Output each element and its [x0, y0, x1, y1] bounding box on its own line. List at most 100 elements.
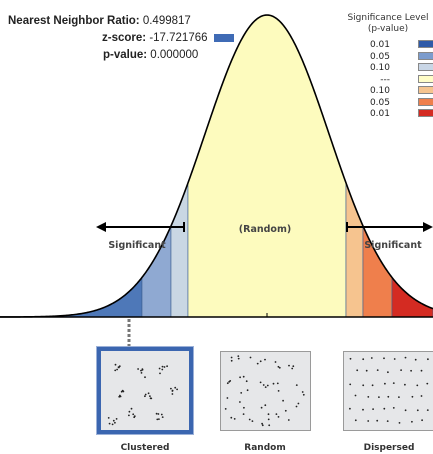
point	[383, 357, 385, 360]
legend-swatch	[418, 97, 433, 106]
point	[277, 416, 280, 418]
point	[354, 419, 357, 422]
legend-row: 0.01	[360, 108, 433, 119]
point	[262, 384, 265, 386]
point	[383, 407, 386, 410]
point	[292, 365, 295, 368]
legend-row-label: 0.01	[369, 40, 390, 50]
point	[163, 366, 166, 368]
legend-row: 0.10	[360, 85, 433, 96]
point	[349, 383, 352, 386]
point	[249, 356, 252, 359]
point	[114, 363, 117, 366]
point	[268, 424, 271, 427]
point	[404, 409, 407, 412]
point	[144, 393, 147, 396]
clustered-points	[107, 363, 178, 426]
legend-row: 0.05	[360, 97, 433, 108]
random-zone-label: (Random)	[238, 224, 292, 235]
legend-row-label: 0.10	[369, 63, 390, 73]
point	[237, 355, 240, 357]
legend-row-label: 0.05	[369, 97, 390, 108]
point	[264, 386, 267, 388]
point	[411, 395, 414, 398]
point	[242, 375, 245, 378]
point	[111, 423, 114, 426]
point	[261, 424, 264, 427]
legend-swatch	[418, 74, 433, 83]
clustered-pattern-thumbnail[interactable]	[97, 347, 193, 434]
z-score-value: -17.721766	[149, 32, 208, 44]
point	[426, 409, 429, 411]
point	[176, 388, 178, 391]
point	[159, 372, 161, 375]
region-blue-dark	[0, 276, 143, 318]
point	[387, 395, 390, 398]
point	[259, 360, 262, 363]
point	[301, 391, 304, 393]
point	[398, 422, 401, 424]
point	[144, 395, 146, 398]
point	[278, 366, 281, 369]
point	[161, 416, 164, 418]
point	[297, 402, 300, 405]
random-caption: Random	[244, 443, 286, 453]
point	[117, 366, 120, 368]
random-pattern-thumbnail[interactable]	[220, 351, 311, 431]
point	[372, 408, 374, 410]
point	[387, 371, 389, 374]
point	[246, 389, 249, 392]
p-value-value: 0.000000	[150, 49, 199, 61]
point	[128, 414, 130, 417]
point	[144, 376, 146, 379]
point	[264, 358, 266, 361]
point	[376, 369, 379, 371]
legend-row-label: ---	[380, 74, 390, 85]
point	[171, 389, 174, 392]
legend-swatch	[418, 86, 433, 94]
point	[155, 412, 158, 415]
point	[386, 420, 389, 422]
point	[277, 365, 280, 368]
point	[416, 384, 419, 387]
point	[261, 422, 263, 425]
random-points	[224, 355, 305, 427]
point	[274, 361, 277, 363]
point	[367, 420, 370, 422]
point	[362, 358, 365, 361]
point	[276, 382, 279, 385]
point	[288, 364, 290, 367]
point	[226, 397, 229, 399]
point	[242, 413, 245, 415]
clustered-caption: Clustered	[120, 443, 170, 453]
point	[156, 418, 159, 421]
curve-regions	[0, 14, 433, 318]
point	[130, 407, 133, 410]
point	[356, 369, 359, 372]
legend-title-line1: Significance Level	[347, 13, 429, 23]
point	[115, 418, 118, 420]
legend-swatch	[418, 109, 433, 117]
legend-row-label: 0.10	[369, 86, 390, 96]
z-score-label: z-score:	[102, 32, 147, 44]
z-score-swatch	[214, 34, 234, 42]
point	[114, 421, 116, 424]
point	[367, 396, 370, 398]
point	[114, 369, 117, 372]
point	[251, 420, 254, 422]
point	[119, 395, 122, 398]
point	[140, 372, 143, 374]
point	[362, 408, 364, 411]
legend-row-label: 0.01	[369, 109, 390, 119]
point	[230, 356, 233, 359]
point	[420, 369, 423, 372]
legend-swatch	[418, 51, 433, 60]
point	[411, 420, 413, 423]
p-value-label: p-value:	[103, 49, 148, 61]
dispersed-pattern-thumbnail[interactable]	[343, 351, 433, 431]
point	[171, 393, 174, 395]
right-arrow	[346, 222, 433, 232]
point	[158, 367, 161, 370]
point	[240, 392, 243, 394]
